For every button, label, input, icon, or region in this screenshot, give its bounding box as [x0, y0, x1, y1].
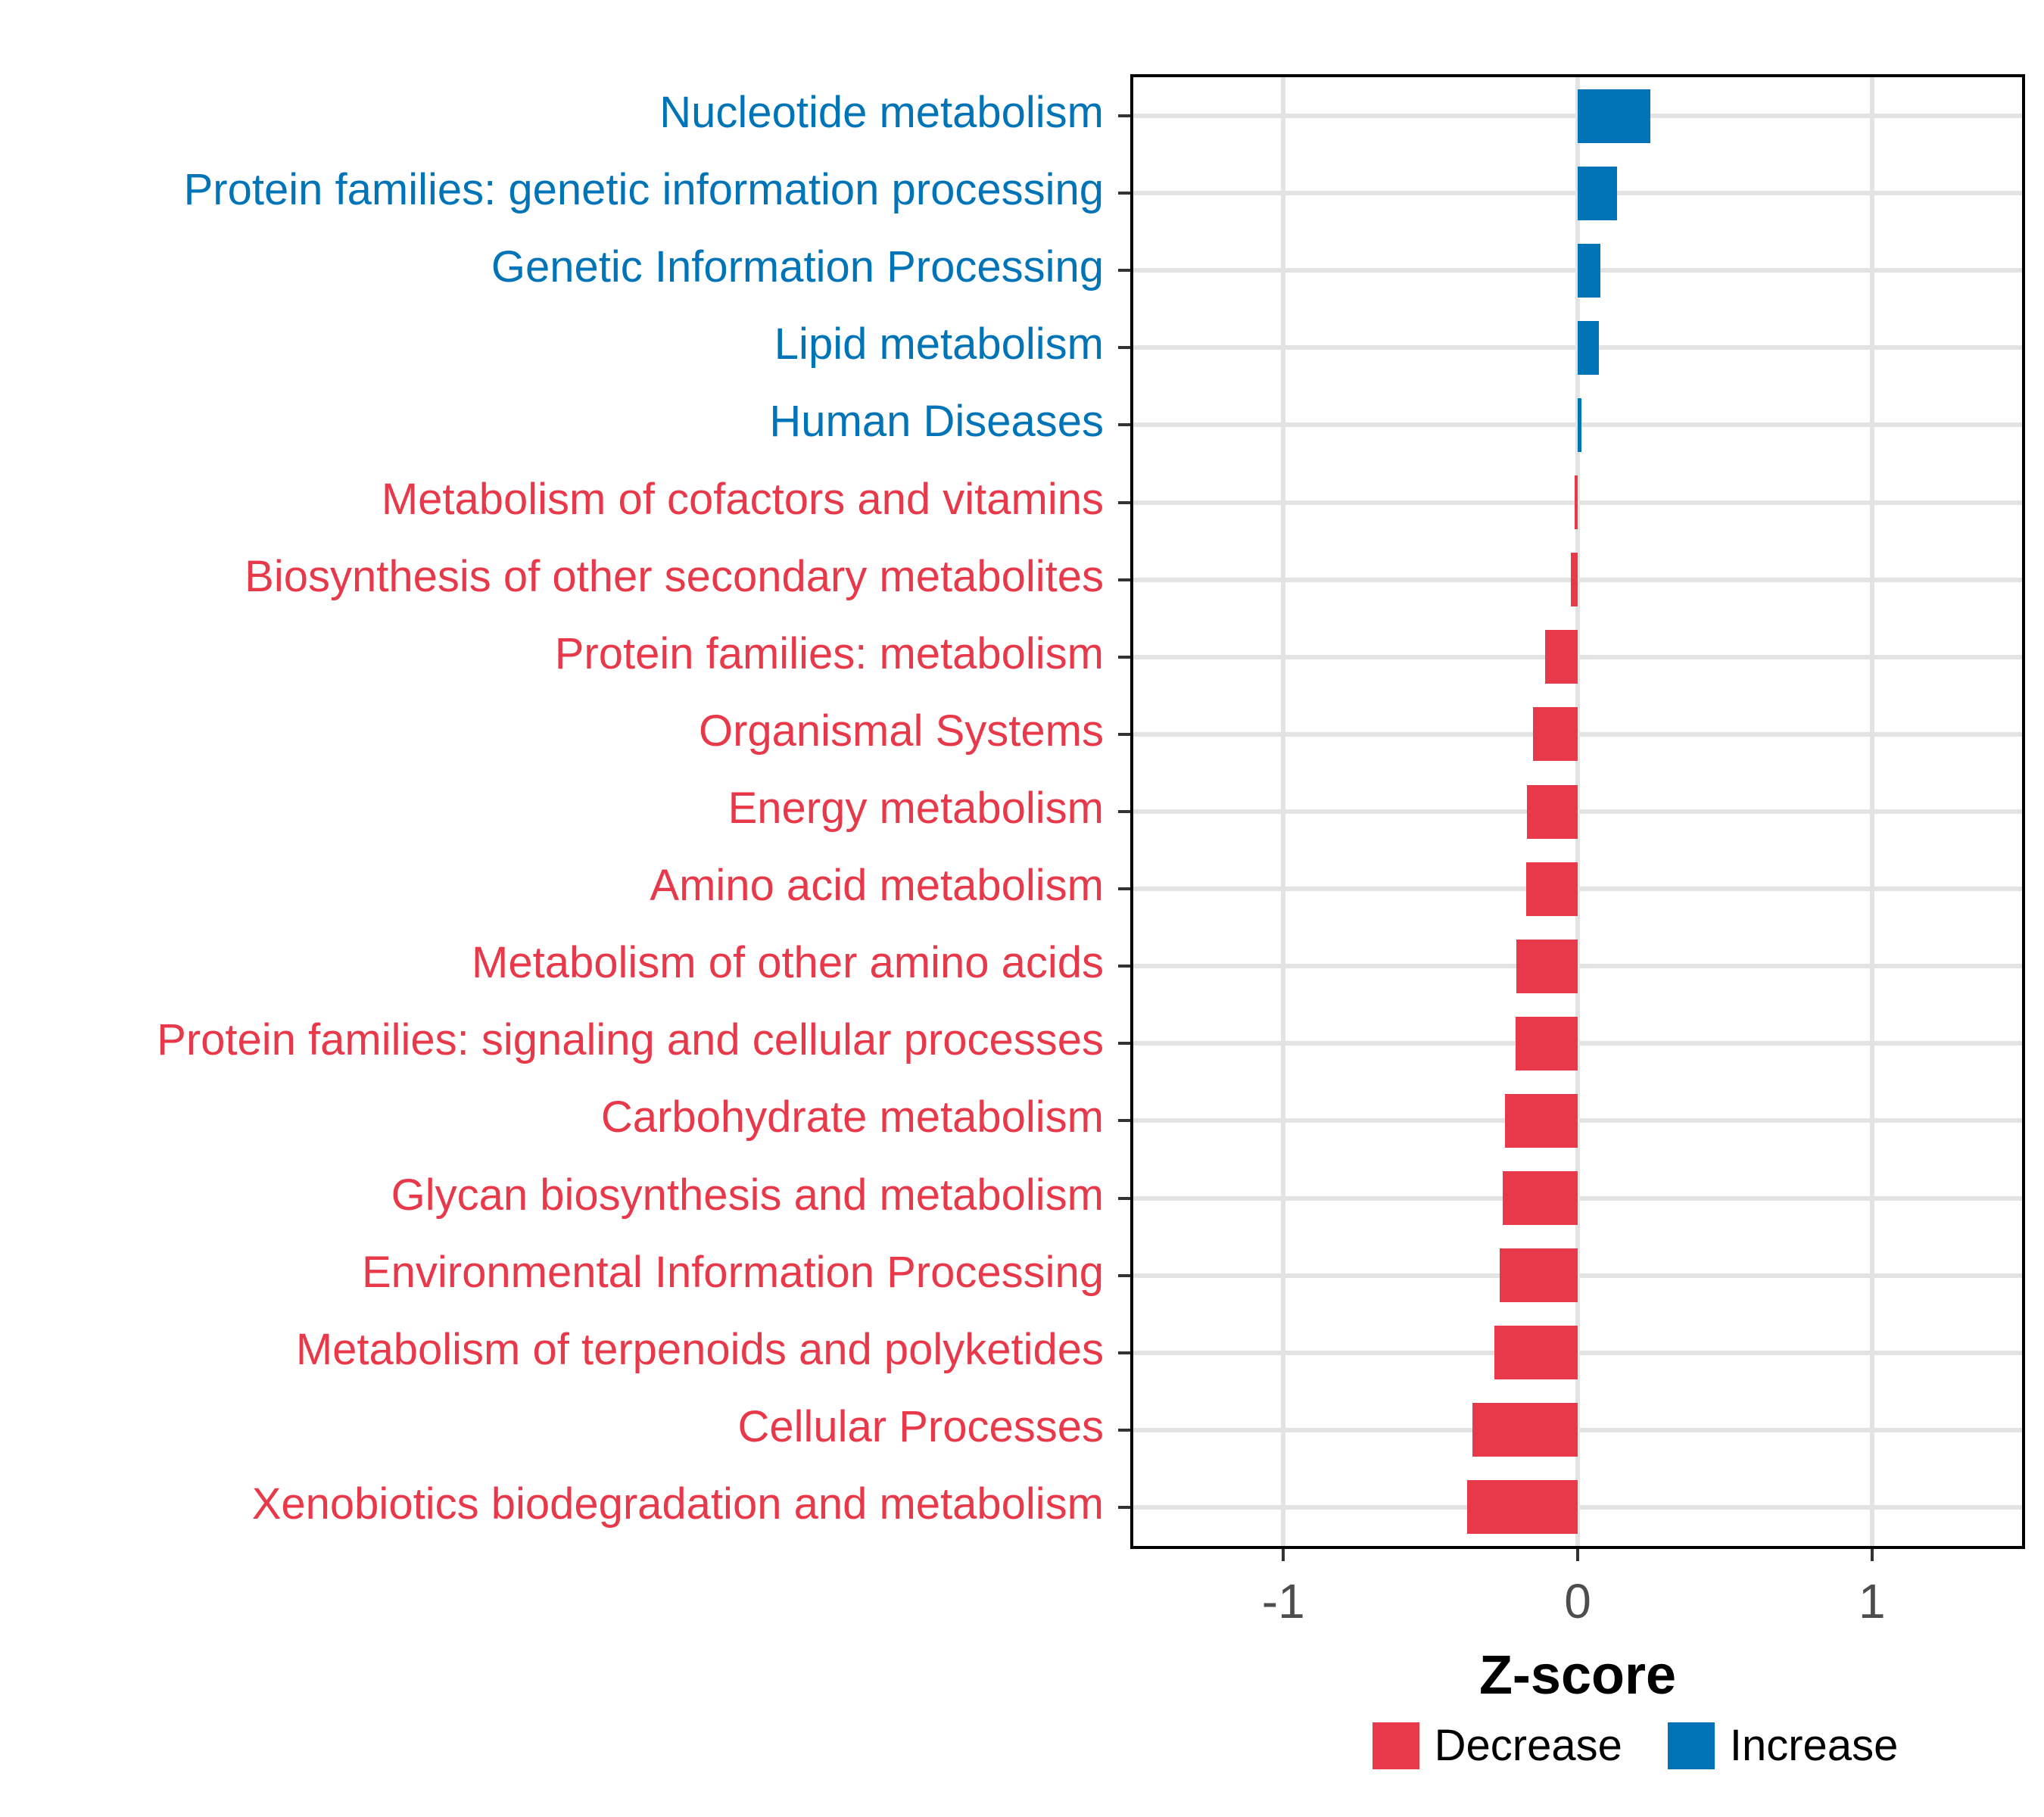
category-label: Glycan biosynthesis and metabolism — [391, 1170, 1104, 1220]
gridline-row — [1133, 1350, 2022, 1355]
bar-increase — [1578, 89, 1650, 143]
gridline-row — [1133, 1273, 2022, 1278]
y-tick — [1118, 965, 1130, 968]
y-tick — [1118, 732, 1130, 736]
category-label: Amino acid metabolism — [650, 861, 1104, 911]
y-tick — [1118, 1273, 1130, 1277]
gridline-row — [1133, 577, 2022, 582]
bar-decrease — [1472, 1403, 1578, 1457]
bar-decrease — [1527, 784, 1578, 839]
category-label: Protein families: metabolism — [554, 628, 1104, 678]
category-label: Organismal Systems — [698, 706, 1104, 756]
bar-decrease — [1526, 862, 1578, 916]
gridline-row — [1133, 500, 2022, 505]
gridline-row — [1133, 1504, 2022, 1510]
category-label: Energy metabolism — [728, 784, 1104, 833]
y-tick — [1118, 1428, 1130, 1432]
category-label: Human Diseases — [769, 397, 1104, 447]
bar-increase — [1578, 166, 1617, 220]
y-tick — [1118, 578, 1130, 581]
y-tick — [1118, 1196, 1130, 1200]
plot-panel — [1130, 74, 2025, 1549]
legend-label-increase: Increase — [1729, 1721, 1899, 1770]
category-label: Protein families: signaling and cellular… — [157, 1015, 1104, 1065]
x-axis-title: Z-score — [1478, 1645, 1677, 1706]
y-tick — [1118, 114, 1130, 118]
category-label: Environmental Information Processing — [361, 1247, 1104, 1297]
bar-decrease — [1545, 630, 1578, 684]
decrease-swatch — [1372, 1722, 1419, 1769]
gridline-row — [1133, 964, 2022, 969]
legend: Decrease Increase — [1181, 1720, 2044, 1771]
x-tick — [1282, 1549, 1285, 1561]
y-tick — [1118, 1042, 1130, 1046]
gridline-row — [1133, 1427, 2022, 1432]
gridline-row — [1133, 1041, 2022, 1046]
y-tick — [1118, 1119, 1130, 1123]
x-tick-label: 0 — [1564, 1574, 1591, 1628]
y-tick — [1118, 887, 1130, 891]
category-label: Carbohydrate metabolism — [600, 1092, 1104, 1142]
y-tick — [1118, 423, 1130, 427]
bar-decrease — [1516, 939, 1578, 993]
category-label: Nucleotide metabolism — [659, 88, 1104, 138]
bar-decrease — [1571, 553, 1578, 607]
category-label: Metabolism of other amino acids — [472, 938, 1104, 988]
y-tick — [1118, 810, 1130, 813]
bar-decrease — [1515, 1016, 1578, 1071]
category-label: Xenobiotics biodegradation and metabolis… — [251, 1479, 1104, 1529]
bar-decrease — [1467, 1480, 1578, 1535]
y-tick — [1118, 655, 1130, 659]
gridline-row — [1133, 731, 2022, 737]
bar-decrease — [1503, 1171, 1578, 1226]
category-label: Metabolism of terpenoids and polyketides — [295, 1324, 1104, 1374]
gridline-row — [1133, 809, 2022, 814]
y-tick — [1118, 1505, 1130, 1509]
legend-item-increase: Increase — [1667, 1720, 1899, 1771]
legend-label-decrease: Decrease — [1434, 1721, 1622, 1770]
category-label: Genetic Information Processing — [491, 242, 1104, 292]
category-label: Cellular Processes — [737, 1401, 1104, 1451]
y-tick — [1118, 346, 1130, 350]
bar-decrease — [1533, 707, 1578, 762]
y-tick — [1118, 192, 1130, 195]
category-label: Lipid metabolism — [774, 319, 1104, 369]
x-tick — [1870, 1549, 1874, 1561]
bar-decrease — [1499, 1248, 1578, 1303]
x-tick-label: 1 — [1858, 1574, 1886, 1628]
bar-decrease — [1494, 1326, 1578, 1380]
category-label: Metabolism of cofactors and vitamins — [381, 474, 1104, 524]
bar-decrease — [1574, 475, 1578, 530]
bar-increase — [1578, 320, 1600, 375]
x-tick-label: -1 — [1261, 1574, 1305, 1628]
y-tick — [1118, 269, 1130, 273]
category-label: Biosynthesis of other secondary metaboli… — [245, 551, 1104, 601]
y-tick — [1118, 1351, 1130, 1354]
y-tick — [1118, 500, 1130, 504]
gridline-row — [1133, 1195, 2022, 1201]
bar-increase — [1578, 243, 1601, 298]
gridline-row — [1133, 1118, 2022, 1124]
category-label: Protein families: genetic information pr… — [183, 165, 1104, 215]
bar-decrease — [1504, 1093, 1578, 1148]
increase-swatch — [1667, 1722, 1715, 1769]
legend-item-decrease: Decrease — [1372, 1720, 1622, 1771]
x-tick — [1576, 1549, 1579, 1561]
bar-increase — [1578, 397, 1582, 452]
gridline-row — [1133, 654, 2022, 659]
gridline-row — [1133, 887, 2022, 892]
